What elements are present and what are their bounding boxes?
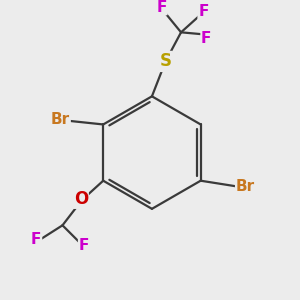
Text: F: F [198, 4, 208, 20]
Text: F: F [201, 31, 211, 46]
Text: O: O [74, 190, 88, 208]
Text: Br: Br [236, 179, 255, 194]
Text: F: F [79, 238, 89, 253]
Text: S: S [160, 52, 172, 70]
Text: F: F [31, 232, 41, 247]
Text: F: F [157, 0, 167, 15]
Text: Br: Br [51, 112, 70, 127]
